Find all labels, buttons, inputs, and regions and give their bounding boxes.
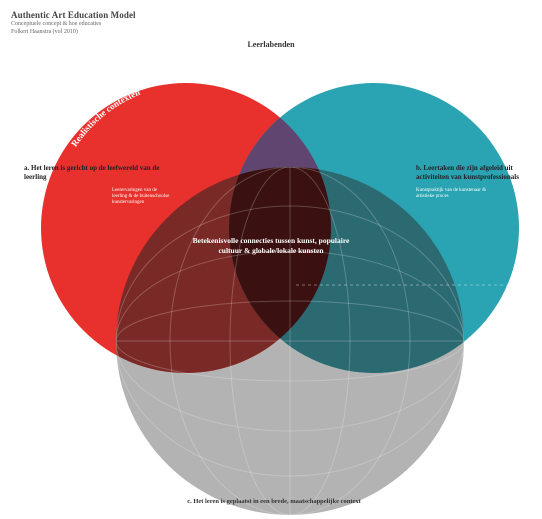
center-text: Betekenisvolle connecties tussen kunst, … — [192, 236, 350, 255]
overlap-teal-gray — [229, 167, 464, 373]
diagram-subtitle: Conceptuele concept & hoe educaties — [11, 21, 102, 27]
diagram-source: Folkert Haanstra (vol 2010) — [11, 29, 78, 35]
top-label: Leerlabenden — [247, 40, 295, 49]
bottom-label: c. Het leren is geplaatst in een brede, … — [187, 498, 361, 505]
annotation-left-detail: Leerervaringen van de leerling & de buit… — [112, 188, 170, 205]
diagram-title: Authentic Art Education Model — [11, 10, 136, 20]
header: Authentic Art Education Model Conceptuel… — [11, 10, 136, 36]
globe-grid — [116, 167, 464, 515]
annotation-left-text: a. Het leren is gericht op de leefwereld… — [24, 164, 160, 181]
annotation-left: a. Het leren is gericht op de leefwereld… — [24, 164, 174, 206]
annotation-right-detail: Kunstpraktijk van de kunstenaar & artist… — [416, 188, 486, 199]
annotation-right-text: b. Leertaken die zijn afgeleid uit activ… — [416, 164, 519, 181]
annotation-right: b. Leertaken die zijn afgeleid uit activ… — [416, 164, 542, 200]
